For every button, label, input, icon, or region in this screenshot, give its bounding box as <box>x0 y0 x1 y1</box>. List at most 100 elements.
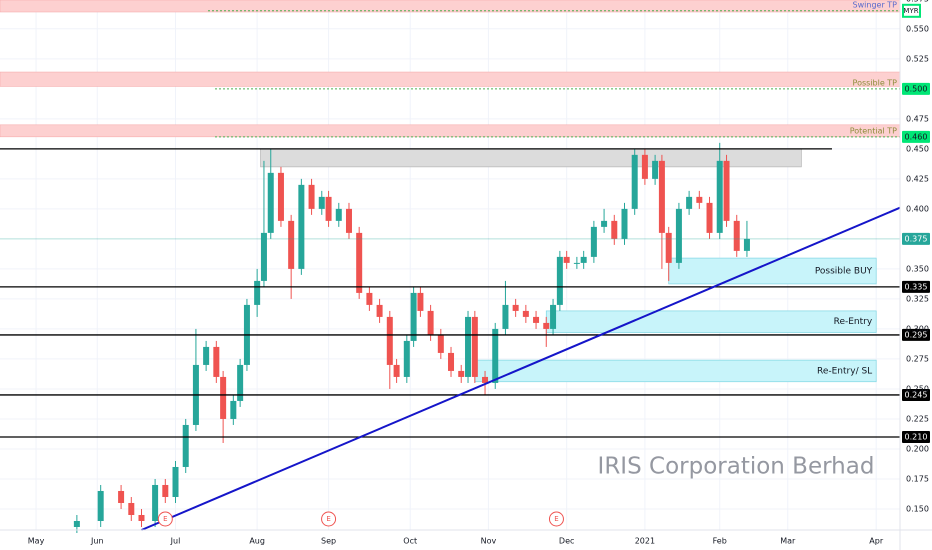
y-tick-label: 0.150 <box>906 504 929 513</box>
y-tick-label: 0.425 <box>906 174 929 183</box>
candle-body <box>277 172 284 221</box>
price-badge-label: 0.500 <box>905 84 928 93</box>
candle-body <box>213 346 220 377</box>
x-tick-label: May <box>28 537 45 546</box>
y-tick-label: 0.350 <box>906 264 929 273</box>
zone <box>545 310 877 333</box>
price-badge <box>902 430 930 443</box>
candle-body <box>621 208 628 239</box>
candle-body <box>448 352 455 371</box>
candle-body <box>260 232 267 281</box>
candle-body <box>97 490 104 521</box>
candle-body <box>318 196 325 209</box>
y-tick-label: 0.550 <box>906 24 929 33</box>
price-badge <box>902 280 930 293</box>
x-tick-label: Mar <box>780 537 796 546</box>
price-badge <box>902 82 930 95</box>
candle-body <box>128 502 135 515</box>
target-name: Potential TP <box>850 126 897 135</box>
target-band <box>0 0 901 13</box>
candle-body <box>471 316 478 377</box>
candle-body <box>403 340 410 377</box>
candle-body <box>73 520 80 527</box>
y-tick-label: 0.250 <box>906 384 929 393</box>
candle-body <box>675 208 682 263</box>
currency-badge <box>902 3 921 18</box>
y-tick-label: 0.225 <box>906 414 929 423</box>
candle-body <box>386 316 393 365</box>
candle-body <box>743 238 750 251</box>
candle-body <box>733 220 740 251</box>
candle-body <box>162 484 169 497</box>
candle-body <box>376 304 383 317</box>
x-tick-label: Oct <box>403 537 417 546</box>
candle-body <box>366 292 373 305</box>
candle-body <box>556 256 563 305</box>
candle-body <box>482 376 489 383</box>
candle-body <box>492 328 499 383</box>
earnings-marker <box>321 511 337 527</box>
candle-body <box>220 376 227 419</box>
candle-body <box>696 196 703 203</box>
candle-body <box>652 160 659 179</box>
candle-body <box>601 220 608 227</box>
candle-body <box>298 184 305 269</box>
price-badge <box>902 232 930 245</box>
candle-body <box>522 310 529 317</box>
zone-label: Re-Entry/ SL <box>817 366 872 376</box>
y-tick-label: 0.575 <box>906 0 929 3</box>
candle-body <box>580 256 587 263</box>
price-badge <box>902 328 930 341</box>
candle-body <box>543 322 550 329</box>
x-tick-label: Nov <box>481 537 497 546</box>
zone-label: Possible BUY <box>815 267 873 277</box>
candle-body <box>417 292 424 311</box>
candle-body <box>335 208 342 221</box>
candle-body <box>356 232 363 293</box>
candle-body <box>254 280 261 305</box>
candle-body <box>288 220 295 269</box>
y-tick-label: 0.200 <box>906 444 929 453</box>
trendline <box>141 206 901 531</box>
earnings-marker <box>157 511 173 527</box>
candle-body <box>502 304 509 329</box>
candle-body <box>230 400 237 419</box>
earnings-label: E <box>554 515 558 523</box>
earnings-marker <box>548 511 564 527</box>
candle-body <box>308 184 315 209</box>
candle-body <box>437 334 444 353</box>
candle-body <box>631 154 638 209</box>
y-tick-label: 0.300 <box>906 324 929 333</box>
x-tick-label: Sep <box>321 537 336 546</box>
candle-body <box>716 160 723 233</box>
x-tick-label: Jul <box>170 537 181 546</box>
candle-body <box>658 160 665 233</box>
candle-body <box>237 364 244 401</box>
x-tick-label: Aug <box>249 537 265 546</box>
earnings-label: E <box>326 515 330 523</box>
candle-body <box>410 292 417 341</box>
price-badge-label: 0.460 <box>905 132 928 141</box>
target-band <box>0 124 901 138</box>
y-tick-label: 0.275 <box>906 354 929 363</box>
watermark: IRIS Corporation Berhad <box>598 454 875 480</box>
price-badge-label: 0.245 <box>905 390 928 399</box>
candle-body <box>641 154 648 179</box>
price-badge-label: 0.210 <box>905 432 928 441</box>
y-tick-label: 0.325 <box>906 294 929 303</box>
y-tick-label: 0.400 <box>906 204 929 213</box>
x-tick-label: Jun <box>90 537 104 546</box>
candle-body <box>611 220 618 239</box>
candle-body <box>152 484 159 521</box>
currency: MYR <box>903 7 918 15</box>
candle-body <box>512 304 519 311</box>
candle-body <box>533 316 540 323</box>
candle-body <box>203 346 210 365</box>
price-badge-label: 0.295 <box>905 330 928 339</box>
candle-body <box>550 304 557 329</box>
target-name: Swinger TP <box>853 0 898 9</box>
y-tick-label: 0.450 <box>906 144 929 153</box>
x-tick-label: Apr <box>869 537 884 546</box>
candle-body <box>345 208 352 233</box>
